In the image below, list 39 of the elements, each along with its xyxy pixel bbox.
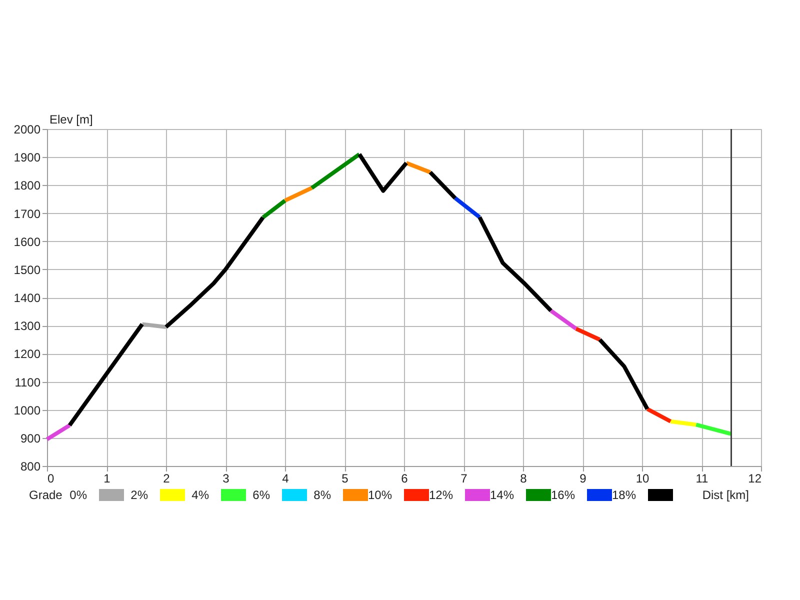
y-tick-label: 1600 <box>14 234 41 249</box>
y-tick-label: 1700 <box>14 206 41 221</box>
y-tick-label: 1500 <box>14 262 41 277</box>
y-tick-label: 1900 <box>14 150 41 165</box>
x-tick-label: 4 <box>282 472 290 486</box>
legend-label: 12% <box>428 488 454 502</box>
legend-label: 14% <box>490 488 514 502</box>
legend-label: 10% <box>368 488 392 502</box>
y-tick-label: 1100 <box>14 375 41 390</box>
x-tick-label: 1 <box>104 472 111 486</box>
y-tick-label: 1000 <box>14 403 41 418</box>
x-tick-label: 8 <box>520 472 528 486</box>
y-axis-title: Elev [m] <box>50 112 93 126</box>
y-tick-label: 1300 <box>14 319 41 334</box>
x-tick-label: 3 <box>222 472 230 486</box>
x-tick-label: 5 <box>342 472 349 486</box>
x-tick-label: 0 <box>48 472 54 486</box>
y-tick-label: 1200 <box>14 347 41 362</box>
y-tick-label: 800 <box>20 460 41 474</box>
y-tick-label: 1400 <box>14 291 41 305</box>
legend-title: Grade <box>29 488 63 502</box>
x-tick-label: 10 <box>636 472 650 486</box>
x-tick-label: 7 <box>460 472 468 486</box>
legend-label: 6% <box>252 488 270 502</box>
x-tick-label: 12 <box>748 472 762 486</box>
x-tick-label: 2 <box>163 472 170 486</box>
legend-label: 18% <box>612 488 636 502</box>
legend-label: 8% <box>314 488 332 502</box>
legend-label: 4% <box>192 488 210 502</box>
legend-label: 2% <box>130 488 148 502</box>
x-tick-label: 9 <box>580 472 587 486</box>
y-tick-label: 1800 <box>14 178 41 193</box>
x-tick-label: 11 <box>696 472 709 486</box>
y-tick-label: 900 <box>20 431 41 446</box>
legend-label: 16% <box>550 488 576 502</box>
x-tick-label: 6 <box>401 472 408 486</box>
y-tick-label: 2000 <box>14 122 41 136</box>
x-axis-title: Dist [km] <box>702 488 749 502</box>
legend-label: 0% <box>70 488 88 502</box>
